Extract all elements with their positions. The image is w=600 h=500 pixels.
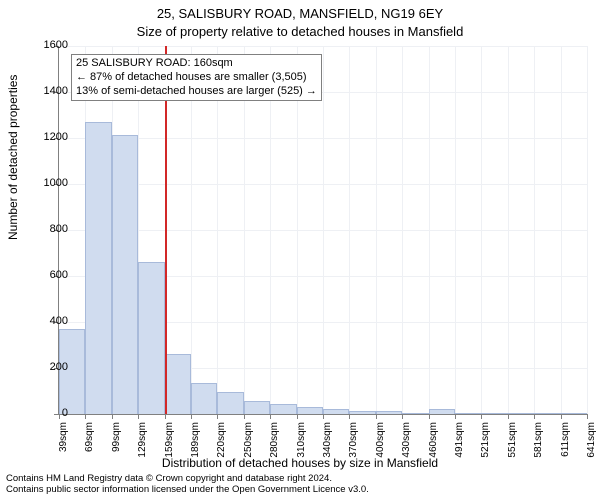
y-tick-label: 1400 <box>28 85 68 97</box>
histogram-bar <box>191 383 217 414</box>
histogram-bar <box>270 404 296 414</box>
plot-area: 25 SALISBURY ROAD: 160sqm ← 87% of detac… <box>58 46 587 415</box>
histogram-bar <box>561 413 587 414</box>
y-tick-label: 1000 <box>28 177 68 189</box>
x-tick-mark <box>376 414 377 419</box>
histogram-bar <box>297 407 323 414</box>
gridline-v <box>349 46 350 414</box>
x-tick-label: 280sqm <box>269 422 280 470</box>
x-tick-mark <box>112 414 113 419</box>
gridline-v <box>429 46 430 414</box>
x-tick-label: 581sqm <box>533 422 544 470</box>
x-tick-label: 39sqm <box>58 422 69 470</box>
histogram-bar <box>244 401 270 414</box>
histogram-bar <box>429 409 455 414</box>
footer: Contains HM Land Registry data © Crown c… <box>6 474 596 496</box>
histogram-bar <box>323 409 349 414</box>
x-tick-mark <box>481 414 482 419</box>
x-tick-label: 611sqm <box>560 422 571 470</box>
x-tick-label: 159sqm <box>164 422 175 470</box>
annotation-line-1: 25 SALISBURY ROAD: 160sqm <box>76 57 317 71</box>
histogram-bar <box>481 413 507 414</box>
x-tick-mark <box>165 414 166 419</box>
gridline-v <box>508 46 509 414</box>
gridline-v <box>455 46 456 414</box>
gridline-v <box>323 46 324 414</box>
x-tick-label: 551sqm <box>507 422 518 470</box>
x-tick-label: 370sqm <box>348 422 359 470</box>
gridline-v <box>561 46 562 414</box>
histogram-bar <box>349 411 375 414</box>
gridline-v <box>481 46 482 414</box>
x-tick-label: 430sqm <box>401 422 412 470</box>
histogram-bar <box>402 413 428 414</box>
histogram-bar <box>217 392 243 414</box>
title-line-1: 25, SALISBURY ROAD, MANSFIELD, NG19 6EY <box>0 6 600 21</box>
y-tick-label: 600 <box>28 269 68 281</box>
x-tick-label: 400sqm <box>375 422 386 470</box>
x-tick-label: 189sqm <box>190 422 201 470</box>
x-tick-mark <box>429 414 430 419</box>
gridline-v <box>587 46 588 414</box>
y-tick-label: 0 <box>28 407 68 419</box>
annotation-line-3: 13% of semi-detached houses are larger (… <box>76 85 317 99</box>
histogram-bar <box>534 413 560 414</box>
x-tick-mark <box>534 414 535 419</box>
x-tick-label: 521sqm <box>480 422 491 470</box>
gridline-v <box>534 46 535 414</box>
x-tick-mark <box>138 414 139 419</box>
x-tick-mark <box>508 414 509 419</box>
x-tick-label: 99sqm <box>111 422 122 470</box>
histogram-bar <box>85 122 111 414</box>
x-tick-mark <box>455 414 456 419</box>
x-tick-label: 310sqm <box>296 422 307 470</box>
x-tick-label: 460sqm <box>428 422 439 470</box>
y-tick-label: 200 <box>28 361 68 373</box>
histogram-bar <box>138 262 164 414</box>
gridline-v <box>376 46 377 414</box>
chart-container: 25, SALISBURY ROAD, MANSFIELD, NG19 6EY … <box>0 0 600 500</box>
x-tick-mark <box>85 414 86 419</box>
title-line-2: Size of property relative to detached ho… <box>0 24 600 39</box>
x-tick-label: 340sqm <box>322 422 333 470</box>
x-tick-mark <box>587 414 588 419</box>
x-tick-mark <box>244 414 245 419</box>
annotation-line-2: ← 87% of detached houses are smaller (3,… <box>76 71 317 85</box>
x-tick-label: 220sqm <box>216 422 227 470</box>
gridline-v <box>402 46 403 414</box>
y-tick-label: 800 <box>28 223 68 235</box>
x-tick-label: 129sqm <box>137 422 148 470</box>
x-tick-mark <box>217 414 218 419</box>
x-tick-mark <box>191 414 192 419</box>
histogram-bar <box>165 354 191 414</box>
x-tick-mark <box>297 414 298 419</box>
x-tick-mark <box>270 414 271 419</box>
x-tick-label: 641sqm <box>586 422 597 470</box>
x-tick-label: 250sqm <box>243 422 254 470</box>
histogram-bar <box>508 413 534 414</box>
x-tick-mark <box>323 414 324 419</box>
histogram-bar <box>112 135 138 414</box>
histogram-bar <box>455 413 481 414</box>
x-tick-mark <box>349 414 350 419</box>
y-tick-label: 1200 <box>28 131 68 143</box>
x-tick-mark <box>561 414 562 419</box>
x-tick-label: 491sqm <box>454 422 465 470</box>
x-tick-mark <box>402 414 403 419</box>
x-tick-label: 69sqm <box>84 422 95 470</box>
y-tick-label: 1600 <box>28 39 68 51</box>
y-axis-label: Number of detached properties <box>6 75 20 240</box>
annotation-box: 25 SALISBURY ROAD: 160sqm ← 87% of detac… <box>71 54 322 101</box>
histogram-bar <box>376 411 402 414</box>
y-tick-label: 400 <box>28 315 68 327</box>
footer-line-2: Contains public sector information licen… <box>6 485 596 496</box>
